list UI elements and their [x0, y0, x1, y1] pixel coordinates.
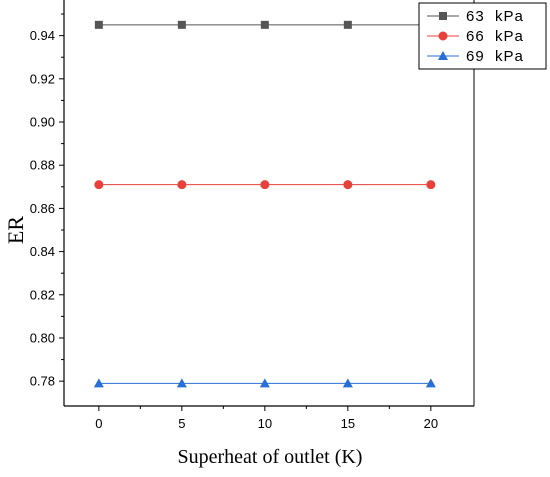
x-tick-label: 10 [258, 416, 272, 431]
data-point [343, 180, 353, 190]
data-point [342, 378, 353, 388]
series-3 [93, 378, 436, 388]
x-axis-title: Superheat of outlet (K) [178, 446, 363, 468]
y-tick-label: 0.94 [30, 28, 55, 43]
series-layer [93, 20, 436, 388]
x-tick-label: 0 [95, 416, 102, 431]
legend-marker [438, 51, 448, 60]
data-point [426, 180, 436, 190]
y-tick-label: 0.86 [30, 201, 55, 216]
legend-item: 66 kPa [427, 28, 524, 45]
x-tick-label: 20 [424, 416, 438, 431]
y-tick-label: 0.90 [30, 115, 55, 130]
data-point [176, 378, 187, 388]
y-tick-label: 0.80 [30, 330, 55, 345]
data-point [177, 20, 186, 29]
data-point [94, 180, 104, 190]
legend-item: 63 kPa [427, 8, 524, 25]
data-point [259, 378, 270, 388]
y-tick-label: 0.84 [30, 244, 55, 259]
data-point [93, 378, 104, 388]
legend-label: 63 kPa [466, 8, 524, 25]
legend: 63 kPa 66 kPa 69 kPa [418, 2, 547, 70]
y-axis-title: ER [3, 216, 28, 244]
legend-marker [439, 12, 447, 20]
y-tick-label: 0.92 [30, 71, 55, 86]
y-axis-ticks: 0.78 0.80 0.82 0.84 0.86 0.88 0.90 0.92 0.94 [30, 13, 64, 389]
y-tick-label: 0.78 [30, 374, 55, 389]
data-point [177, 180, 187, 190]
x-tick-label: 5 [178, 416, 185, 431]
x-tick-label: 15 [341, 416, 355, 431]
plot-frame [63, 0, 475, 407]
data-point [343, 20, 352, 29]
data-point [94, 20, 103, 29]
y-tick-label: 0.82 [30, 287, 55, 302]
x-axis-ticks: 0 5 10 15 20 [95, 406, 438, 431]
data-point [425, 378, 436, 388]
data-point [260, 20, 269, 29]
legend-label: 69 kPa [466, 48, 524, 65]
legend-item: 69 kPa [427, 48, 524, 65]
data-point [260, 180, 270, 190]
series-1 [94, 20, 435, 29]
y-tick-label: 0.88 [30, 158, 55, 173]
legend-label: 66 kPa [466, 28, 524, 45]
legend-marker [438, 31, 448, 41]
series-2 [94, 180, 436, 190]
